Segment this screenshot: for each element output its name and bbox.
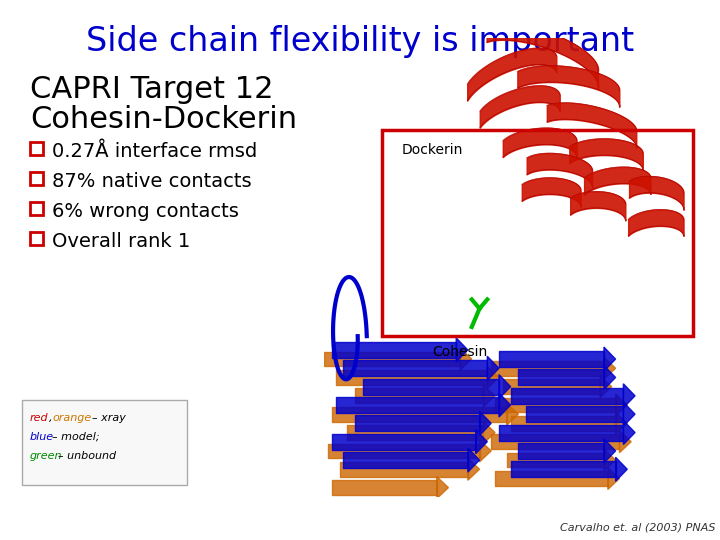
Polygon shape [604,439,616,463]
Polygon shape [456,338,468,362]
Polygon shape [604,449,616,471]
Text: Cohesin: Cohesin [433,346,487,359]
Bar [22,400,187,485]
Polygon shape [468,458,480,480]
Polygon shape [604,357,616,379]
Polygon shape [507,403,518,425]
Polygon shape [600,376,612,397]
Text: orange: orange [52,413,91,423]
Bar [382,130,693,336]
Bar [30,232,43,245]
Polygon shape [616,394,627,416]
Polygon shape [487,356,499,380]
Text: 0.27Å interface rmsd: 0.27Å interface rmsd [52,142,257,161]
Text: 6% wrong contacts: 6% wrong contacts [52,202,239,221]
Text: Dockerin: Dockerin [402,143,463,157]
Text: red: red [30,413,49,423]
Polygon shape [499,375,510,399]
Polygon shape [460,348,472,370]
Text: green: green [30,451,63,461]
Polygon shape [624,384,635,408]
Polygon shape [437,477,449,498]
Bar [30,202,43,215]
Polygon shape [624,402,635,426]
Text: – model;: – model; [52,432,99,442]
Polygon shape [483,422,495,443]
Polygon shape [608,468,619,489]
Text: Overall rank 1: Overall rank 1 [52,232,190,251]
Polygon shape [616,457,627,481]
Polygon shape [619,431,631,453]
Bar [30,172,43,185]
Polygon shape [480,411,491,435]
Text: Carvalho et. al (2003) PNAS: Carvalho et. al (2003) PNAS [559,522,715,532]
Text: – unbound: – unbound [58,451,116,461]
Text: 87% native contacts: 87% native contacts [52,172,251,191]
Text: ,: , [49,413,53,423]
Text: CAPRI Target 12: CAPRI Target 12 [30,75,274,104]
Polygon shape [616,413,627,434]
Polygon shape [499,393,510,417]
Polygon shape [476,430,487,454]
Bar [30,142,43,155]
Polygon shape [624,421,635,444]
Text: Cohesin-Dockerin: Cohesin-Dockerin [30,105,297,134]
Polygon shape [480,440,491,462]
Polygon shape [468,448,480,472]
Text: – xray: – xray [92,413,126,423]
Polygon shape [604,366,616,389]
Polygon shape [487,367,499,388]
Text: Side chain flexibility is important: Side chain flexibility is important [86,25,634,58]
Text: blue: blue [30,432,54,442]
Polygon shape [483,385,495,407]
Polygon shape [604,347,616,371]
